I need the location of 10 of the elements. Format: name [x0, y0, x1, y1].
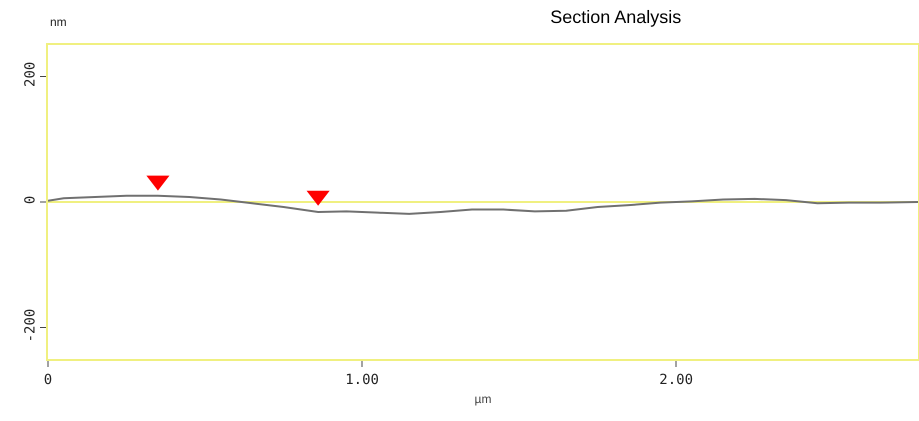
y-tick-label: 200 [22, 62, 38, 87]
x-axis-title: µm [474, 392, 492, 406]
chart-title: Section Analysis [550, 7, 682, 28]
y-tick-label: 0 [22, 196, 38, 204]
y-tick-label: -200 [22, 308, 38, 342]
x-tick-label: 2.00 [659, 372, 694, 388]
y-axis-title: nm [50, 15, 67, 29]
x-tick-label: 1.00 [345, 372, 379, 388]
x-tick-label: 0 [44, 372, 52, 388]
line-series [48, 194, 918, 215]
